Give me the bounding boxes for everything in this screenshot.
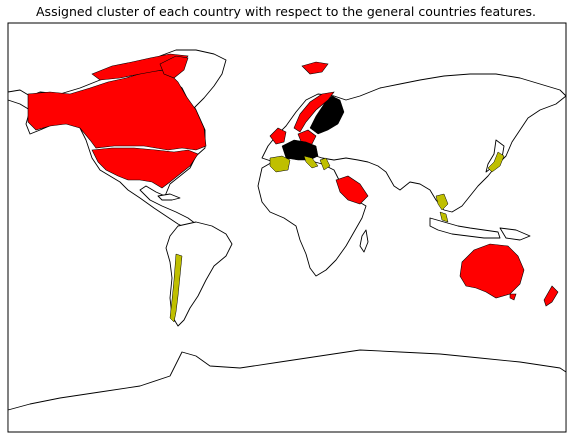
- caribbean-outline: [158, 194, 180, 200]
- country-svalbard: [302, 62, 328, 74]
- country-australia: [460, 244, 524, 298]
- madagascar-outline: [360, 230, 368, 252]
- new-guinea-outline: [500, 228, 530, 240]
- country-malaysia: [440, 212, 448, 222]
- antarctica-outline: [8, 350, 566, 432]
- country-new-zealand: [544, 286, 558, 306]
- country-tasmania: [510, 294, 516, 300]
- africa-outline: [258, 158, 366, 276]
- indonesia-outline: [430, 218, 500, 238]
